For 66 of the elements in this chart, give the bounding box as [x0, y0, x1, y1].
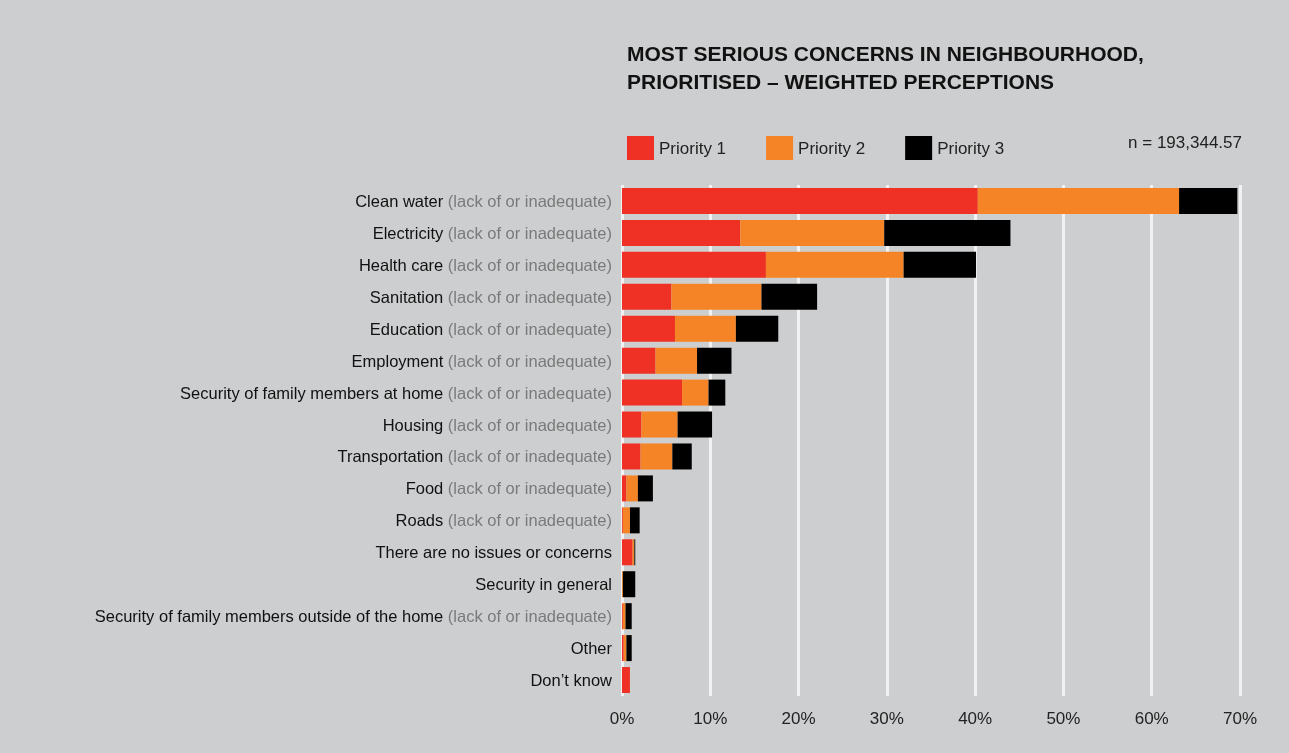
y-tick-label: Security in general — [475, 575, 613, 594]
bar — [625, 603, 632, 630]
y-tick-label: Security of family members outside of the home (lack of or inadequate) — [94, 607, 612, 626]
x-tick-label: 30% — [869, 709, 904, 728]
bar — [637, 475, 653, 502]
x-tick-label: 40% — [958, 709, 993, 728]
bar — [735, 315, 779, 342]
bar — [622, 443, 641, 470]
bar — [622, 571, 636, 598]
bar — [622, 539, 633, 566]
bar — [622, 219, 741, 246]
bar — [697, 347, 732, 374]
bar — [655, 347, 698, 374]
bar — [903, 251, 977, 278]
y-tick-label: Other — [570, 639, 613, 658]
legend-label: Priority 1 — [659, 138, 727, 158]
y-tick-label: Roads (lack of or inadequate) — [395, 511, 612, 530]
chart-title: MOST SERIOUS CONCERNS IN NEIGHBOURHOOD, PRIORITISED – WEIGHTED PERCEPTIONS — [627, 41, 1150, 93]
x-tick-label: 10% — [693, 709, 728, 728]
y-tick-label: Security of family members at home (lack of or inadequate) — [180, 383, 612, 402]
bar — [884, 219, 1011, 246]
bar — [708, 379, 726, 406]
bar — [622, 251, 766, 278]
bar — [1179, 187, 1238, 214]
y-tick-label: Electricity (lack of or inadequate) — [372, 223, 612, 242]
y-tick-label: Clean water (lack of or inadequate) — [355, 191, 612, 210]
bar — [671, 283, 762, 310]
bar — [622, 379, 683, 406]
bar — [622, 411, 642, 438]
y-tick-label: Employment (lack of or inadequate) — [351, 351, 612, 370]
bar — [622, 187, 978, 214]
bar — [740, 219, 885, 246]
x-tick-label: 70% — [1222, 709, 1258, 728]
y-tick-label: Education (lack of or inadequate) — [369, 319, 612, 338]
bar — [977, 187, 1180, 214]
bar — [622, 315, 675, 342]
bar — [622, 347, 656, 374]
bar — [682, 379, 709, 406]
bar — [672, 443, 692, 470]
y-tick-label: Don’t know — [530, 671, 613, 690]
bar — [761, 283, 818, 310]
bar — [622, 283, 672, 310]
bar — [765, 251, 904, 278]
y-tick-label: There are no issues or concerns — [375, 543, 613, 562]
bar — [622, 475, 627, 502]
text: n = 193,344.57 — [1128, 133, 1243, 152]
y-tick-label: Housing (lack of or inadequate) — [382, 415, 612, 434]
legend-label: Priority 3 — [937, 138, 1005, 158]
bar — [626, 475, 638, 502]
y-tick-label: Sanitation (lack of or inadequate) — [369, 287, 612, 306]
y-tick-label: Food (lack of or inadequate) — [405, 479, 612, 498]
bar — [640, 443, 673, 470]
bar — [641, 411, 678, 438]
x-tick-label: 0% — [609, 709, 635, 728]
bar — [629, 507, 640, 534]
x-tick-label: 60% — [1134, 709, 1169, 728]
bar — [626, 635, 632, 662]
legend-label: Priority 2 — [798, 138, 866, 158]
bar — [622, 507, 630, 534]
y-tick-label: Transportation (lack of or inadequate) — [337, 447, 612, 466]
y-tick-label: Health care (lack of or inadequate) — [358, 255, 612, 274]
bar — [674, 315, 736, 342]
x-tick-label: 20% — [781, 709, 816, 728]
bar — [622, 667, 630, 694]
bar — [677, 411, 713, 438]
x-tick-label: 50% — [1046, 709, 1081, 728]
